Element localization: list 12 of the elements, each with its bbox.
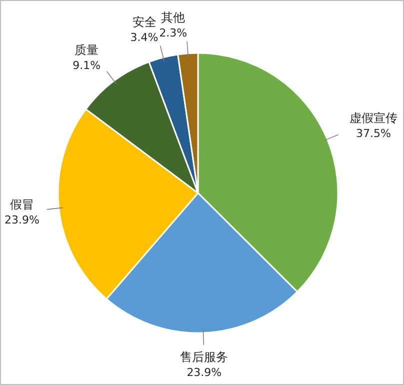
slice-label: 质量 — [74, 42, 99, 57]
data-label: 9.1% — [72, 58, 101, 72]
data-label: 37.5% — [356, 127, 391, 140]
slice-label: 其他 — [161, 10, 186, 24]
slice-label: 安全 — [132, 15, 156, 30]
data-label: 2.3% — [159, 26, 188, 40]
data-label: 3.4% — [130, 31, 158, 44]
data-label: 23.9% — [186, 366, 222, 379]
slice-label: 售后服务 — [180, 350, 228, 364]
slice-label: 虚假宣传 — [349, 111, 398, 126]
data-label: 23.9% — [4, 214, 40, 227]
slice-label: 假冒 — [10, 198, 34, 212]
